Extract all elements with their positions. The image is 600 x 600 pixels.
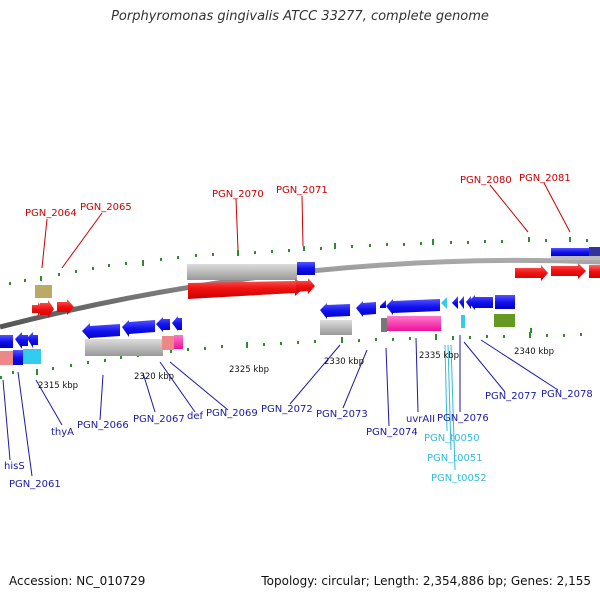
gene-label-def: def (187, 411, 204, 422)
scale-label: 2330 kbp (324, 357, 364, 367)
gene-block-salmon (0, 351, 13, 365)
gene-block-gray (551, 256, 600, 260)
gene-block-gray (85, 339, 163, 356)
gene-label-thyA: thyA (51, 427, 74, 438)
gene-label-PGN_2077: PGN_2077 (485, 391, 537, 402)
gene-label-PGN_2064: PGN_2064 (25, 208, 77, 219)
gene-arrow-blue (380, 300, 386, 308)
gene-arrow-trna (441, 297, 447, 309)
gene-block-gray (320, 320, 352, 335)
gene-block-pink (387, 316, 441, 331)
gene-arrow-blue (356, 301, 376, 317)
gene-label-PGN_2065: PGN_2065 (80, 202, 132, 213)
trna-labels: PGN_t0050 PGN_t0051 PGN_t0052 (424, 433, 487, 484)
leader-lines-trna (444, 344, 456, 471)
map-title: Porphyromonas gingivalis ATCC 33277, com… (111, 9, 489, 24)
gene-arrow-blue (452, 296, 458, 309)
gene-label-PGN_2070: PGN_2070 (212, 189, 264, 200)
gene-label-PGN_2067: PGN_2067 (133, 414, 185, 425)
gene-label-PGN_2080: PGN_2080 (460, 175, 512, 186)
gene-label-PGN_2069: PGN_2069 (206, 408, 258, 419)
gene-label-PGN_2074: PGN_2074 (366, 427, 418, 438)
gene-arrow-blue (27, 332, 38, 348)
gene-label-PGN_2078: PGN_2078 (541, 389, 593, 400)
gene-arrow-blue (172, 316, 182, 331)
genome-summary-label: Topology: circular; Length: 2,354,886 bp… (261, 574, 591, 588)
reverse-strand-genes (0, 295, 515, 365)
gene-arrow-blue (15, 332, 28, 349)
gene-labels-forward: PGN_2064 PGN_2065 PGN_2070 PGN_2071 PGN_… (25, 173, 571, 219)
gene-arrow-red (551, 263, 586, 279)
inner-tick-track (0, 328, 582, 379)
gene-block-cyan (23, 349, 41, 364)
trna-label-PGN_t0050: PGN_t0050 (424, 433, 480, 444)
scale-label: 2315 kbp (38, 381, 78, 391)
gene-arrow-blue (156, 317, 170, 332)
gene-block-blue (495, 295, 515, 309)
gene-arrow-blue (386, 299, 440, 315)
gene-arrow-blue (122, 320, 155, 337)
accession-label: Accession: NC_010729 (9, 574, 146, 588)
gene-arrow-blue (0, 335, 13, 348)
trna-label-PGN_t0051: PGN_t0051 (427, 453, 483, 464)
gene-label-uvrAII: uvrAII (406, 414, 435, 425)
gene-label-PGN_2076: PGN_2076 (437, 413, 489, 424)
gene-label-hisS: hisS (4, 461, 25, 472)
gene-block-khaki (35, 285, 52, 298)
gene-arrow-red (296, 278, 315, 294)
scale-label: 2340 kbp (514, 347, 554, 357)
gene-label-PGN_2066: PGN_2066 (77, 420, 129, 431)
gene-arrow-red (515, 265, 548, 281)
gene-arrow-red (57, 299, 74, 315)
leader-lines-reverse (2, 335, 559, 477)
outer-tick-track (9, 237, 588, 285)
scale-labels: 2315 kbp 2320 kbp 2325 kbp 2330 kbp 2335… (38, 347, 554, 391)
scale-label: 2320 kbp (134, 372, 174, 382)
gene-block-blue (297, 262, 315, 275)
gene-block-gray (187, 264, 297, 280)
gene-labels-reverse: hisS PGN_2061 thyA PGN_2066 PGN_2067 def… (4, 389, 593, 490)
gene-label-PGN_2071: PGN_2071 (276, 185, 328, 196)
gene-label-PGN_2061: PGN_2061 (9, 479, 61, 490)
gene-arrow-blue (320, 303, 350, 319)
gene-label-PGN_2072: PGN_2072 (261, 404, 313, 415)
gene-block-olive (494, 314, 515, 327)
gene-arrow-blue (468, 295, 493, 310)
gene-block-cyan (461, 315, 465, 328)
gene-block-blue (551, 248, 589, 256)
trna-label-PGN_t0052: PGN_t0052 (431, 473, 487, 484)
gene-block-gray (381, 318, 387, 332)
gene-arrow-red (40, 300, 54, 318)
gene-block-navy (589, 247, 600, 259)
gene-arrow-red (188, 278, 305, 299)
gene-label-PGN_2073: PGN_2073 (316, 409, 368, 420)
gene-block-pink (174, 335, 183, 349)
scale-label: 2335 kbp (419, 351, 459, 361)
gene-arrow-blue (459, 296, 464, 309)
gene-block-blue (13, 350, 23, 365)
gene-arrow-blue (82, 323, 120, 340)
scale-label: 2325 kbp (229, 365, 269, 375)
forward-strand-genes (32, 247, 600, 318)
gene-label-PGN_2081: PGN_2081 (519, 173, 571, 184)
gene-block-salmon (162, 336, 174, 350)
gene-block-red (589, 265, 600, 278)
leader-lines-forward (41, 182, 571, 269)
